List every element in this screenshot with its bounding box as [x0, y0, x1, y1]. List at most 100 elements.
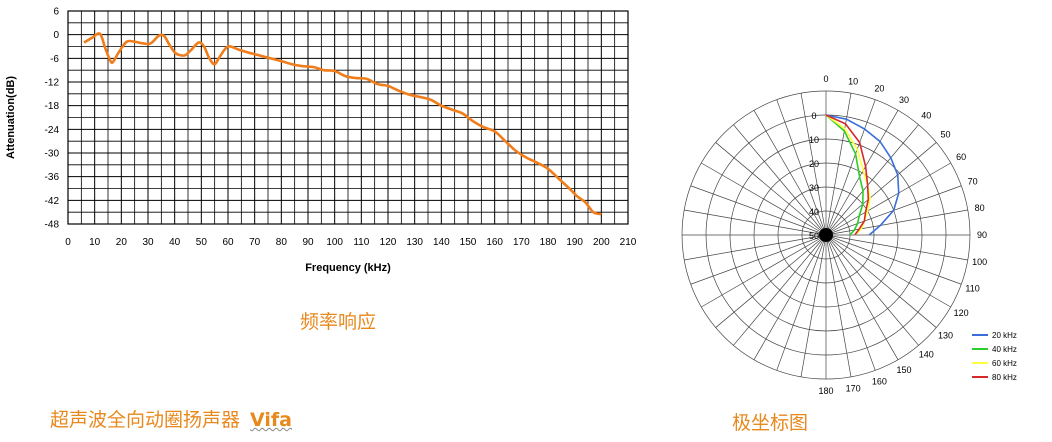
- x-tick-label: 210: [620, 237, 637, 248]
- polar-angle-label: 60: [956, 152, 966, 162]
- polar-spoke: [753, 234, 827, 360]
- y-tick-label: 0: [53, 30, 59, 41]
- response-line: [83, 32, 602, 216]
- polar-angle-label: 40: [921, 110, 931, 120]
- polar-series-line: [825, 114, 870, 236]
- frequency-response-chart: 0 10 20 30 40 50 60 70 80 90 100 110 120 130 140 150 160…: [5, 7, 637, 275]
- x-tick-label: 50: [196, 237, 208, 248]
- y-tick-label: -42: [45, 196, 60, 207]
- polar-legend: 20 kHz 40 kHz 60 kHz 80 kHz: [972, 331, 1017, 382]
- product-brand: Vifa: [250, 409, 292, 431]
- x-tick-label: 150: [460, 237, 477, 248]
- polar-radial-label: 30: [809, 183, 819, 193]
- polar-angle-label: 70: [968, 177, 978, 187]
- y-axis-label: Attenuation(dB): [5, 76, 17, 159]
- polar-radial-label: 0: [811, 111, 816, 121]
- polar-spoke: [776, 234, 827, 371]
- x-tick-label: 130: [406, 237, 423, 248]
- polar-spoke: [825, 234, 899, 360]
- x-tick-label: 70: [249, 237, 261, 248]
- legend-label: 80 kHz: [992, 373, 1017, 382]
- polar-spoke: [701, 162, 827, 236]
- polar-angle-label: 130: [938, 330, 953, 340]
- polar-spoke: [825, 124, 919, 236]
- polar-spoke: [825, 162, 951, 236]
- y-tick-label: -30: [45, 149, 60, 160]
- legend-label: 20 kHz: [992, 331, 1017, 340]
- polar-spoke: [733, 124, 827, 236]
- polar-spoke: [753, 110, 827, 236]
- polar-spoke: [776, 99, 827, 236]
- polar-spoke: [715, 234, 827, 328]
- y-tick-label: -24: [45, 125, 60, 136]
- polar-spoke: [825, 234, 852, 377]
- polar-series-line: [825, 114, 864, 236]
- y-tick-label: -48: [45, 220, 60, 231]
- x-tick-label: 190: [566, 237, 583, 248]
- polar-radial-label: 40: [809, 207, 819, 217]
- polar-angle-label: 10: [848, 76, 858, 86]
- polar-series: [825, 114, 900, 236]
- polar-spoke: [800, 234, 827, 377]
- polar-plot: 0 102030405060708090100110120130140150160…: [681, 74, 1017, 396]
- polar-radial-labels: 0 10 20 30 40 50: [809, 111, 819, 241]
- polar-spoke: [800, 93, 827, 236]
- x-tick-label: 20: [116, 237, 128, 248]
- polar-angle-label: 140: [919, 350, 934, 360]
- polar-angle-labels: 0 10 20 30 40 50 60 70 80 90 100 110 120 130 140 150 160…: [818, 74, 987, 396]
- polar-angle-label: 110: [965, 283, 979, 293]
- polar-angle-label: 30: [899, 95, 909, 105]
- x-tick-label: 90: [302, 237, 314, 248]
- polar-spoke: [825, 234, 968, 261]
- chart-grid: [67, 10, 629, 225]
- x-tick-label: 10: [89, 237, 101, 248]
- x-axis-label: Frequency (kHz): [305, 262, 391, 274]
- product-name: 超声波全向动圈扬声器: [50, 409, 241, 431]
- y-tick-label: -6: [50, 54, 59, 65]
- x-tick-label: 120: [380, 237, 397, 248]
- polar-spoke: [825, 99, 876, 236]
- polar-spoke: [825, 142, 937, 236]
- y-tick-label: -12: [45, 78, 60, 89]
- polar-angle-label: 50: [940, 130, 950, 140]
- polar-angle-label: 100: [972, 257, 987, 267]
- polar-angle-label: 90: [977, 230, 987, 240]
- polar-spoke: [825, 234, 937, 328]
- polar-angle-label: 80: [975, 203, 985, 213]
- x-tick-labels: 0 10 20 30 40 50 60 70 80 90 100 110 120 130 140 150 160…: [65, 237, 637, 248]
- frequency-response-caption: 频率响应: [300, 311, 377, 333]
- x-tick-label: 170: [513, 237, 530, 248]
- polar-spoke: [684, 234, 827, 261]
- x-tick-label: 160: [486, 237, 503, 248]
- product-caption: 超声波全向动圈扬声器 Vifa: [50, 405, 292, 432]
- polar-plot-caption: 极坐标图: [732, 412, 809, 434]
- polar-spoke: [690, 234, 827, 285]
- polar-series-line: [825, 114, 900, 236]
- polar-spoke: [825, 234, 951, 308]
- y-tick-label: -36: [45, 172, 60, 183]
- x-tick-label: 40: [169, 237, 181, 248]
- polar-center: [819, 228, 833, 242]
- x-tick-label: 0: [65, 237, 71, 248]
- polar-spoke: [825, 110, 899, 236]
- polar-angle-label: 160: [872, 377, 887, 387]
- polar-spoke: [825, 93, 852, 236]
- x-tick-label: 140: [433, 237, 450, 248]
- x-tick-label: 30: [142, 237, 154, 248]
- x-tick-label: 200: [593, 237, 610, 248]
- polar-grid: [681, 90, 971, 380]
- polar-radial-label: 20: [809, 159, 819, 169]
- x-tick-label: 110: [353, 237, 369, 248]
- polar-spoke: [684, 209, 827, 236]
- polar-spoke: [825, 234, 962, 285]
- polar-spoke: [825, 234, 876, 371]
- polar-angle-label: 0: [823, 74, 828, 84]
- plot-frame: [67, 10, 629, 225]
- polar-angle-label: 150: [896, 365, 911, 375]
- polar-spoke: [825, 234, 919, 346]
- polar-series-line: [825, 114, 871, 236]
- y-tick-labels: 6 0 -6 -12 -18 -24 -30 -36 -42 -48: [45, 7, 60, 231]
- polar-spoke: [690, 185, 827, 236]
- x-tick-label: 60: [222, 237, 234, 248]
